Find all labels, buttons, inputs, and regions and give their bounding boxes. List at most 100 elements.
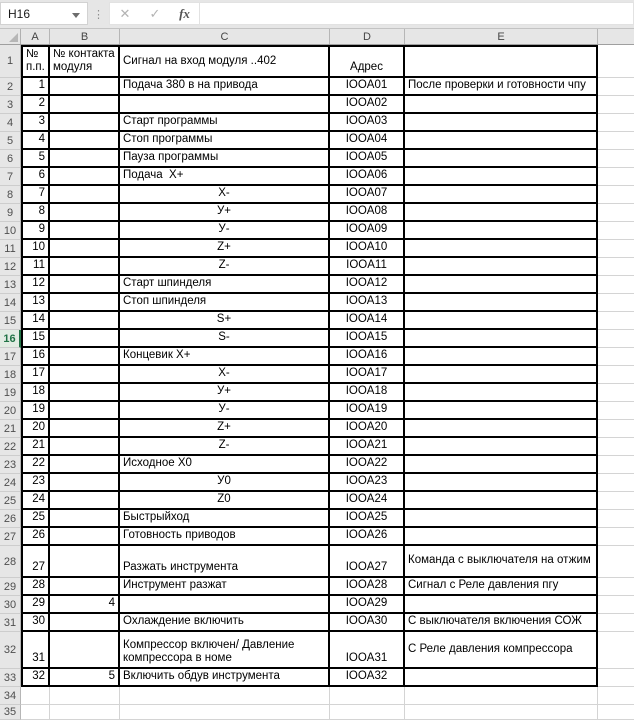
cell-C9[interactable]: У+ bbox=[120, 204, 330, 222]
cell-F9[interactable] bbox=[598, 204, 634, 222]
cell-A2[interactable]: 1 bbox=[21, 78, 50, 96]
cell-D27[interactable]: IOOA26 bbox=[330, 528, 405, 546]
cell-B1[interactable]: № контакта модуля bbox=[50, 45, 120, 78]
cell-B20[interactable] bbox=[50, 402, 120, 420]
cell-F16[interactable] bbox=[598, 330, 634, 348]
cell-A29[interactable]: 28 bbox=[21, 578, 50, 596]
cell-E17[interactable] bbox=[405, 348, 598, 366]
column-header-F-partial[interactable] bbox=[598, 29, 634, 44]
cell-A15[interactable]: 14 bbox=[21, 312, 50, 330]
cell-D26[interactable]: IOOA25 bbox=[330, 510, 405, 528]
cell-D9[interactable]: IOOA08 bbox=[330, 204, 405, 222]
cell-D5[interactable]: IOOA04 bbox=[330, 132, 405, 150]
cell-B11[interactable] bbox=[50, 240, 120, 258]
cell-A16[interactable]: 15 bbox=[21, 330, 50, 348]
cell-C31[interactable]: Охлаждение включить bbox=[120, 614, 330, 632]
cell-A22[interactable]: 21 bbox=[21, 438, 50, 456]
cell-C2[interactable]: Подача 380 в на привода bbox=[120, 78, 330, 96]
cell-E30[interactable] bbox=[405, 596, 598, 614]
cell-B8[interactable] bbox=[50, 186, 120, 204]
cell-E4[interactable] bbox=[405, 114, 598, 132]
cell-B32[interactable] bbox=[50, 632, 120, 669]
cell-D34[interactable] bbox=[330, 687, 405, 705]
cell-B24[interactable] bbox=[50, 474, 120, 492]
cell-A10[interactable]: 9 bbox=[21, 222, 50, 240]
cell-D32[interactable]: IOOA31 bbox=[330, 632, 405, 669]
cell-F2[interactable] bbox=[598, 78, 634, 96]
cell-E3[interactable] bbox=[405, 96, 598, 114]
cell-F1[interactable] bbox=[598, 45, 634, 78]
cell-A33[interactable]: 32 bbox=[21, 669, 50, 687]
cell-B19[interactable] bbox=[50, 384, 120, 402]
row-header-12[interactable]: 12 bbox=[0, 258, 21, 276]
cell-E32[interactable]: С Реле давления компрессора bbox=[405, 632, 598, 669]
row-header-26[interactable]: 26 bbox=[0, 510, 21, 528]
row-header-16[interactable]: 16 bbox=[0, 330, 21, 348]
cell-A8[interactable]: 7 bbox=[21, 186, 50, 204]
cell-B35[interactable] bbox=[50, 705, 120, 720]
cell-C14[interactable]: Стоп шпинделя bbox=[120, 294, 330, 312]
row-header-2[interactable]: 2 bbox=[0, 78, 21, 96]
cell-F24[interactable] bbox=[598, 474, 634, 492]
select-all-corner[interactable] bbox=[0, 29, 21, 44]
cell-C25[interactable]: Z0 bbox=[120, 492, 330, 510]
cell-C12[interactable]: Z- bbox=[120, 258, 330, 276]
cell-B15[interactable] bbox=[50, 312, 120, 330]
cell-F27[interactable] bbox=[598, 528, 634, 546]
cell-E25[interactable] bbox=[405, 492, 598, 510]
cell-F23[interactable] bbox=[598, 456, 634, 474]
cell-B7[interactable] bbox=[50, 168, 120, 186]
row-header-28[interactable]: 28 bbox=[0, 546, 21, 578]
cell-B9[interactable] bbox=[50, 204, 120, 222]
row-header-23[interactable]: 23 bbox=[0, 456, 21, 474]
cell-E20[interactable] bbox=[405, 402, 598, 420]
column-header-B[interactable]: B bbox=[50, 29, 120, 44]
cell-B23[interactable] bbox=[50, 456, 120, 474]
cell-A3[interactable]: 2 bbox=[21, 96, 50, 114]
cell-C17[interactable]: Концевик Х+ bbox=[120, 348, 330, 366]
cell-B33[interactable]: 5 bbox=[50, 669, 120, 687]
cell-E27[interactable] bbox=[405, 528, 598, 546]
row-header-1[interactable]: 1 bbox=[0, 45, 21, 78]
row-header-10[interactable]: 10 bbox=[0, 222, 21, 240]
cell-E9[interactable] bbox=[405, 204, 598, 222]
row-header-31[interactable]: 31 bbox=[0, 614, 21, 632]
cell-B13[interactable] bbox=[50, 276, 120, 294]
cell-E7[interactable] bbox=[405, 168, 598, 186]
cell-B10[interactable] bbox=[50, 222, 120, 240]
cell-E19[interactable] bbox=[405, 384, 598, 402]
cell-D13[interactable]: IOOA12 bbox=[330, 276, 405, 294]
row-header-32[interactable]: 32 bbox=[0, 632, 21, 669]
cell-A5[interactable]: 4 bbox=[21, 132, 50, 150]
row-header-21[interactable]: 21 bbox=[0, 420, 21, 438]
cell-E33[interactable] bbox=[405, 669, 598, 687]
cell-F18[interactable] bbox=[598, 366, 634, 384]
row-header-33[interactable]: 33 bbox=[0, 669, 21, 687]
cell-F30[interactable] bbox=[598, 596, 634, 614]
cell-B2[interactable] bbox=[50, 78, 120, 96]
cell-B5[interactable] bbox=[50, 132, 120, 150]
row-header-22[interactable]: 22 bbox=[0, 438, 21, 456]
row-header-7[interactable]: 7 bbox=[0, 168, 21, 186]
cell-C20[interactable]: У- bbox=[120, 402, 330, 420]
cell-C24[interactable]: У0 bbox=[120, 474, 330, 492]
cell-E16[interactable] bbox=[405, 330, 598, 348]
cell-F7[interactable] bbox=[598, 168, 634, 186]
column-header-C[interactable]: C bbox=[120, 29, 330, 44]
cell-B4[interactable] bbox=[50, 114, 120, 132]
cell-A26[interactable]: 25 bbox=[21, 510, 50, 528]
cell-C16[interactable]: S- bbox=[120, 330, 330, 348]
cell-A4[interactable]: 3 bbox=[21, 114, 50, 132]
cell-C13[interactable]: Старт шпинделя bbox=[120, 276, 330, 294]
cell-F13[interactable] bbox=[598, 276, 634, 294]
cell-F17[interactable] bbox=[598, 348, 634, 366]
cell-D21[interactable]: IOOA20 bbox=[330, 420, 405, 438]
name-box-dropdown-icon[interactable] bbox=[72, 13, 80, 18]
cell-E12[interactable] bbox=[405, 258, 598, 276]
cell-F32[interactable] bbox=[598, 632, 634, 669]
cell-F29[interactable] bbox=[598, 578, 634, 596]
cell-B34[interactable] bbox=[50, 687, 120, 705]
cell-A7[interactable]: 6 bbox=[21, 168, 50, 186]
cell-E35[interactable] bbox=[405, 705, 598, 720]
cell-C35[interactable] bbox=[120, 705, 330, 720]
